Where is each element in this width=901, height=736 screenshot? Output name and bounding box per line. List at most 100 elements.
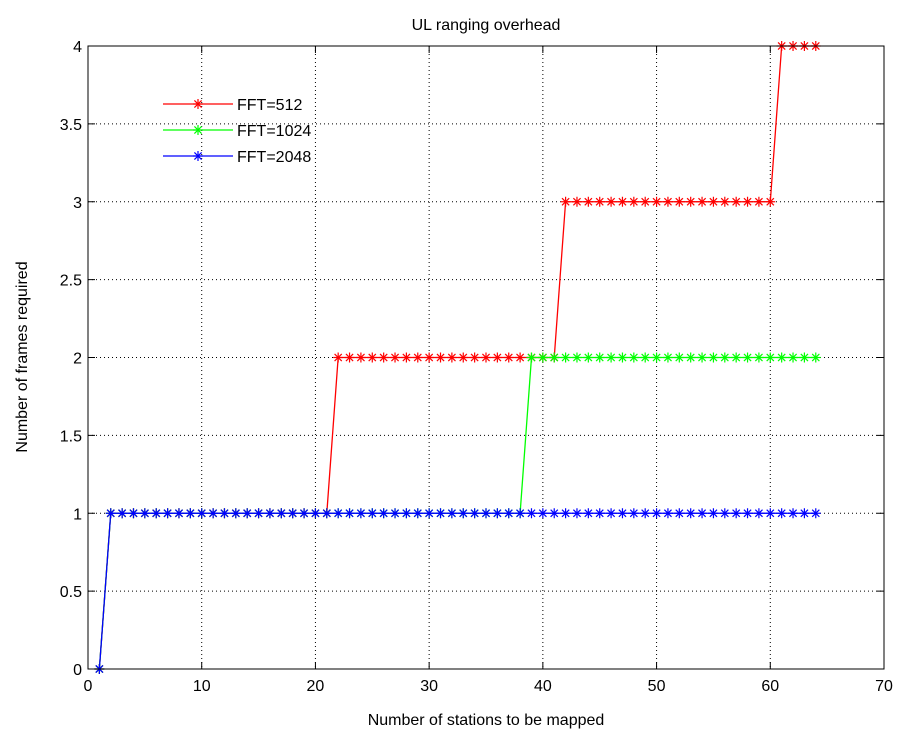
data-point xyxy=(753,352,764,363)
data-point xyxy=(788,352,799,363)
y-tick-label: 2.5 xyxy=(60,273,82,290)
data-point xyxy=(469,508,480,519)
data-point xyxy=(719,196,730,207)
data-point xyxy=(651,352,662,363)
x-tick-label: 50 xyxy=(648,678,666,695)
y-tick-label: 2 xyxy=(73,351,82,368)
legend-item: FFT=1024 xyxy=(163,123,311,140)
y-tick-label: 1 xyxy=(73,506,82,523)
x-axis-label: Number of stations to be mapped xyxy=(368,712,605,729)
data-point xyxy=(515,508,526,519)
data-point xyxy=(401,508,412,519)
data-point xyxy=(697,352,708,363)
data-point xyxy=(310,508,321,519)
data-point xyxy=(139,508,150,519)
data-point xyxy=(458,508,469,519)
data-point xyxy=(662,508,673,519)
data-point xyxy=(299,508,310,519)
legend-marker xyxy=(193,99,203,109)
data-point xyxy=(333,508,344,519)
data-point xyxy=(685,196,696,207)
data-point xyxy=(276,508,287,519)
data-point xyxy=(697,508,708,519)
data-point xyxy=(776,508,787,519)
data-point xyxy=(208,508,219,519)
data-point xyxy=(674,196,685,207)
data-point xyxy=(287,508,298,519)
data-point xyxy=(731,196,742,207)
data-point xyxy=(685,352,696,363)
data-point xyxy=(583,196,594,207)
x-tick-label: 30 xyxy=(420,678,438,695)
data-point xyxy=(628,508,639,519)
data-point xyxy=(435,352,446,363)
data-point xyxy=(674,508,685,519)
data-point xyxy=(333,352,344,363)
data-point xyxy=(617,352,628,363)
data-point xyxy=(731,508,742,519)
data-point xyxy=(367,352,378,363)
data-point xyxy=(708,508,719,519)
data-point xyxy=(651,196,662,207)
data-point xyxy=(537,352,548,363)
data-point xyxy=(264,508,275,519)
data-point xyxy=(742,196,753,207)
y-tick-label: 0 xyxy=(73,662,82,679)
y-tick-label: 1.5 xyxy=(60,428,82,445)
data-point xyxy=(185,508,196,519)
data-point xyxy=(640,508,651,519)
data-point xyxy=(390,508,401,519)
data-point xyxy=(424,352,435,363)
data-point xyxy=(196,508,207,519)
data-point xyxy=(560,196,571,207)
data-point xyxy=(503,508,514,519)
data-point xyxy=(662,352,673,363)
data-point xyxy=(742,352,753,363)
data-point xyxy=(412,352,423,363)
x-tick-label: 40 xyxy=(534,678,552,695)
x-tick-label: 20 xyxy=(307,678,325,695)
data-point xyxy=(788,508,799,519)
data-point xyxy=(799,508,810,519)
x-tick-label: 0 xyxy=(84,678,93,695)
legend-marker xyxy=(193,151,203,161)
y-axis-label: Number of frames required xyxy=(14,261,31,452)
data-point xyxy=(424,508,435,519)
x-tick-label: 10 xyxy=(193,678,211,695)
data-point xyxy=(571,196,582,207)
data-point xyxy=(378,508,389,519)
data-point xyxy=(105,508,116,519)
data-point xyxy=(651,508,662,519)
data-point xyxy=(776,352,787,363)
data-point xyxy=(708,352,719,363)
data-point xyxy=(674,352,685,363)
data-point xyxy=(685,508,696,519)
series-group xyxy=(94,41,821,674)
data-point xyxy=(549,352,560,363)
legend-label: FFT=512 xyxy=(237,97,302,114)
x-tick-label: 70 xyxy=(875,678,893,695)
ticks: 0 10 20 30 40 50 60 70 0 0.5 1 1.5 2 2.5 3 3.5 4 xyxy=(60,39,893,695)
data-point xyxy=(390,352,401,363)
legend-label: FFT=1024 xyxy=(237,123,311,140)
data-point xyxy=(742,508,753,519)
x-tick-label: 60 xyxy=(761,678,779,695)
y-tick-label: 3.5 xyxy=(60,117,82,134)
data-point xyxy=(560,508,571,519)
data-point xyxy=(594,508,605,519)
data-point xyxy=(344,352,355,363)
data-point xyxy=(481,352,491,363)
legend: FFT=512 FFT=1024 FFT=2048 xyxy=(163,97,311,166)
data-point xyxy=(446,508,457,519)
data-point xyxy=(344,508,355,519)
data-point xyxy=(594,352,605,363)
data-point xyxy=(446,352,457,363)
data-point xyxy=(526,508,537,519)
data-point xyxy=(571,508,582,519)
data-point xyxy=(481,508,491,519)
data-point xyxy=(151,508,162,519)
data-point xyxy=(469,352,480,363)
data-point xyxy=(537,508,548,519)
